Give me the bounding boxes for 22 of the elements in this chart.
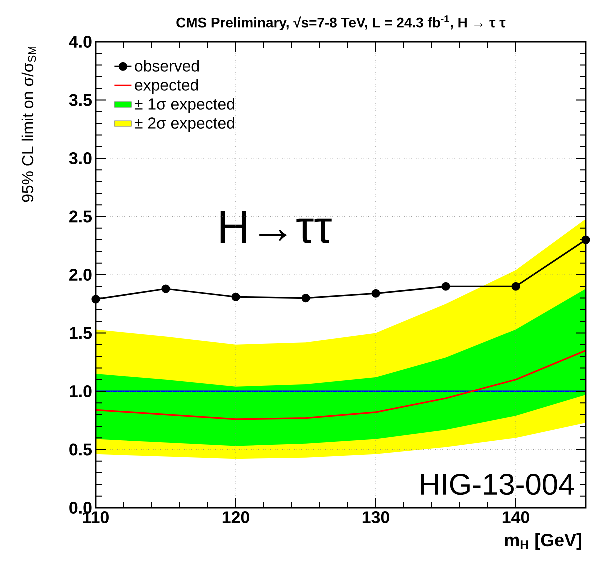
y-tick-label: 3.5 (69, 94, 92, 106)
x-tick-label: 110 (83, 512, 109, 524)
y-tick-label: 1.0 (70, 386, 92, 398)
legend-label: ± 1σ expected (134, 98, 234, 114)
legend-label: observed (135, 60, 200, 72)
y-tick-label: 4.0 (69, 36, 92, 48)
y-tick-label: 2.5 (70, 210, 92, 223)
y-tick-label: 3.0 (69, 152, 92, 165)
y-tick-label: 2.0 (70, 269, 92, 281)
annotation: HIG-13-004 (421, 474, 574, 496)
legend-label: expected (135, 79, 198, 94)
y-tick-label: 0.5 (70, 444, 92, 456)
annotation: H→ττ (220, 212, 332, 244)
x-tick-label: 140 (502, 512, 530, 524)
legend-label: ± 2σ expected (134, 117, 234, 132)
chart-title: CMS Preliminary, √s=7-8 TeV, L = 24.3 fb$^{-1}$, H → τ τ (176, 16, 506, 30)
y-axis-title: 95% CL limit on σ/σ$_{SM}$ (22, 46, 36, 202)
x-axis-title: m$_{H}$ [GeV] (505, 534, 582, 550)
y-tick-label: 1.5 (70, 327, 92, 340)
x-tick-label: 120 (222, 512, 250, 524)
x-tick-label: 130 (362, 512, 390, 524)
y-tick-label: 0.0 (70, 502, 92, 514)
